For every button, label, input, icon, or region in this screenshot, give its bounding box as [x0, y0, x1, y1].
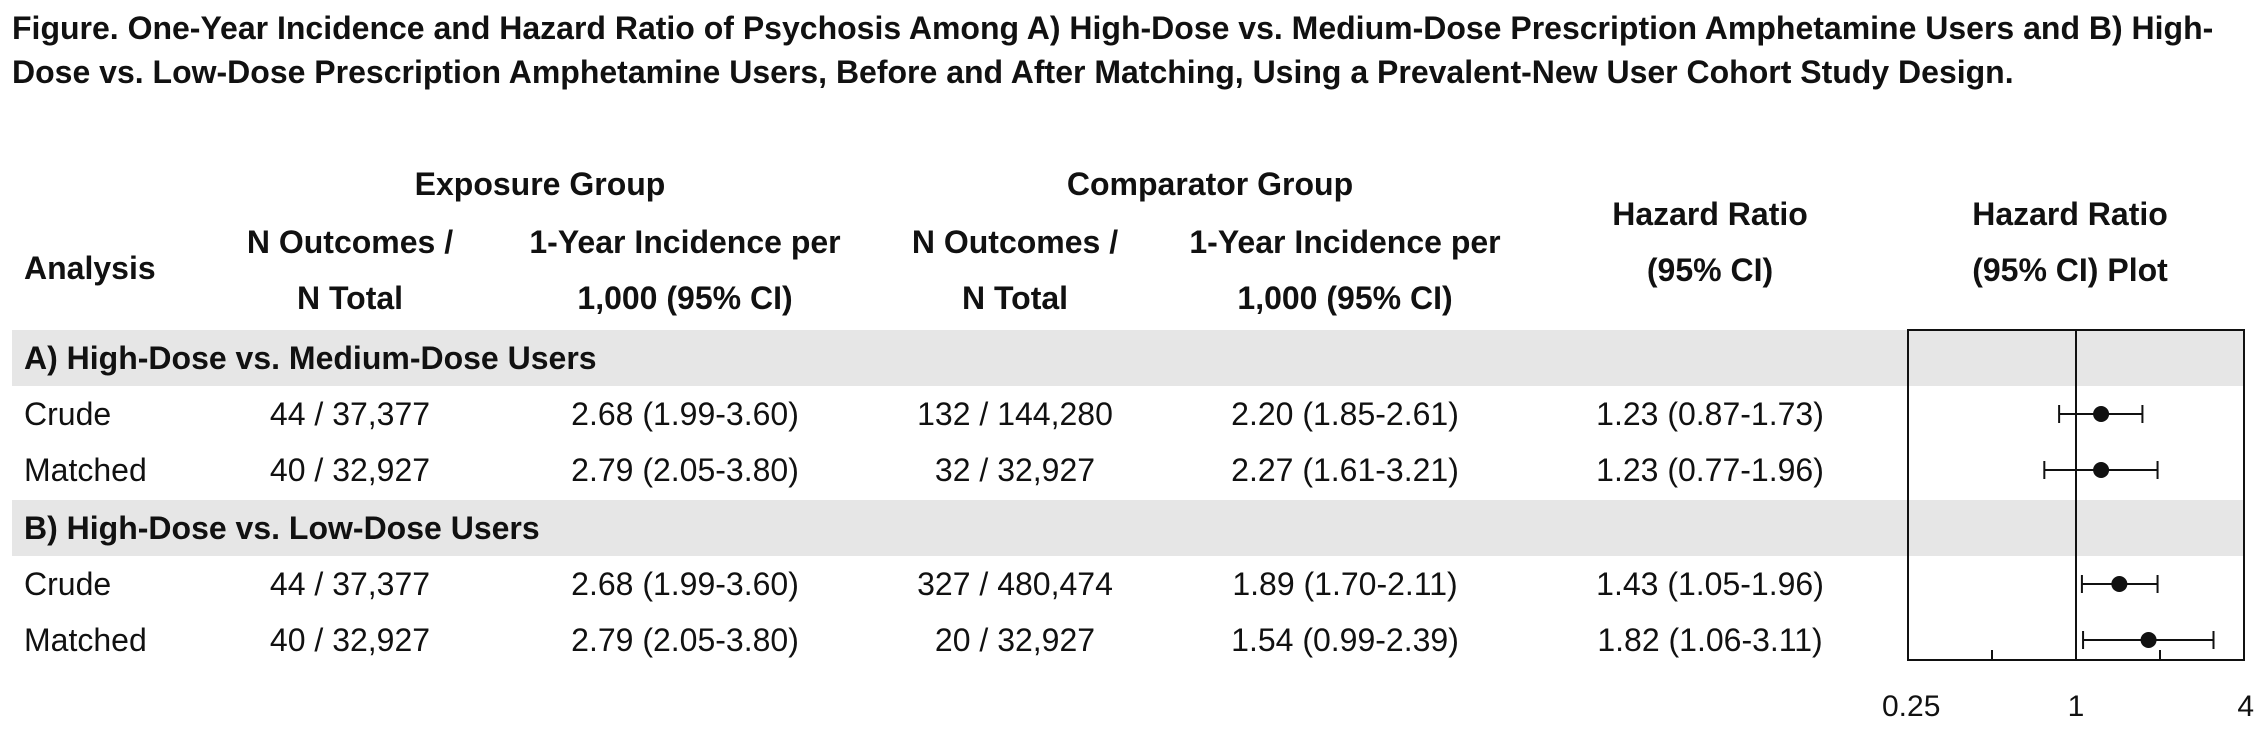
row-a1-exp-inc: 2.68 (1.99-3.60) [571, 396, 799, 432]
exposure-n-header-line2: N Total [296, 280, 404, 316]
section-band-b [12, 500, 2244, 556]
row-a1-comp-inc: 2.20 (1.85-2.61) [1231, 396, 1459, 432]
row-b1-exp-n: 44 / 37,377 [269, 566, 431, 602]
plot-header-line1: Hazard Ratio [1972, 196, 2168, 232]
row-b2-hr: 1.82 (1.06-3.11) [1597, 622, 1823, 658]
analysis-header: Analysis [24, 250, 156, 286]
row-a1-hr: 1.23 (0.87-1.73) [1596, 396, 1824, 432]
row-b2-exp-n: 40 / 32,927 [269, 622, 431, 658]
x-tick-label: 0.25 [1882, 690, 1940, 723]
x-tick-label: 4 [2237, 690, 2254, 723]
row-a2-comp-inc: 2.27 (1.61-3.21) [1231, 452, 1459, 488]
row-b1-comp-inc: 1.89 (1.70-2.11) [1232, 566, 1458, 602]
row-a2-comp-n: 32 / 32,927 [934, 452, 1096, 488]
point-estimate [2111, 576, 2128, 592]
comparator-incidence-header-line2: 1,000 (95% CI) [1237, 280, 1453, 316]
row-a2-analysis: Matched [24, 452, 147, 488]
hazard-ratio-header-line2: (95% CI) [1646, 252, 1774, 288]
row-a2-hr: 1.23 (0.77-1.96) [1596, 452, 1824, 488]
row-b2-comp-n: 20 / 32,927 [934, 622, 1096, 658]
row-b1-exp-inc: 2.68 (1.99-3.60) [571, 566, 799, 602]
exposure-n-header-line1: N Outcomes / [246, 224, 454, 260]
row-b1-comp-n: 327 / 480,474 [917, 566, 1113, 602]
point-estimate [2140, 632, 2157, 648]
row-a1-analysis: Crude [24, 396, 112, 432]
exposure-group-header: Exposure Group [414, 166, 666, 202]
section-band-a [12, 330, 2244, 386]
exposure-incidence-header-line1: 1-Year Incidence per [529, 224, 841, 260]
figure-title: Figure. One-Year Incidence and Hazard Ra… [12, 10, 2214, 90]
row-a2-exp-n: 40 / 32,927 [269, 452, 431, 488]
comparator-n-header-line1: N Outcomes / [911, 224, 1119, 260]
section-label-b: B) High-Dose vs. Low-Dose Users [24, 510, 540, 546]
hazard-ratio-header-line1: Hazard Ratio [1612, 196, 1808, 232]
row-b1-hr: 1.43 (1.05-1.96) [1596, 566, 1824, 602]
section-label-a: A) High-Dose vs. Medium-Dose Users [24, 340, 597, 376]
comparator-incidence-header-line1: 1-Year Incidence per [1189, 224, 1501, 260]
comparator-n-header-line2: N Total [961, 280, 1069, 316]
row-b2-comp-inc: 1.54 (0.99-2.39) [1231, 622, 1459, 658]
x-tick-label: 1 [2068, 690, 2085, 723]
row-a1-comp-n: 132 / 144,280 [917, 396, 1113, 432]
row-a1-exp-n: 44 / 37,377 [269, 396, 431, 432]
row-b2-exp-inc: 2.79 (2.05-3.80) [571, 622, 799, 658]
row-a2-exp-inc: 2.79 (2.05-3.80) [571, 452, 799, 488]
comparator-group-header: Comparator Group [1066, 166, 1354, 202]
exposure-incidence-header-line2: 1,000 (95% CI) [577, 280, 793, 316]
plot-header-line2: (95% CI) Plot [1972, 252, 2168, 288]
row-b1-analysis: Crude [24, 566, 112, 602]
point-estimate [2093, 462, 2110, 478]
row-b2-analysis: Matched [24, 622, 147, 658]
point-estimate [2093, 406, 2110, 422]
